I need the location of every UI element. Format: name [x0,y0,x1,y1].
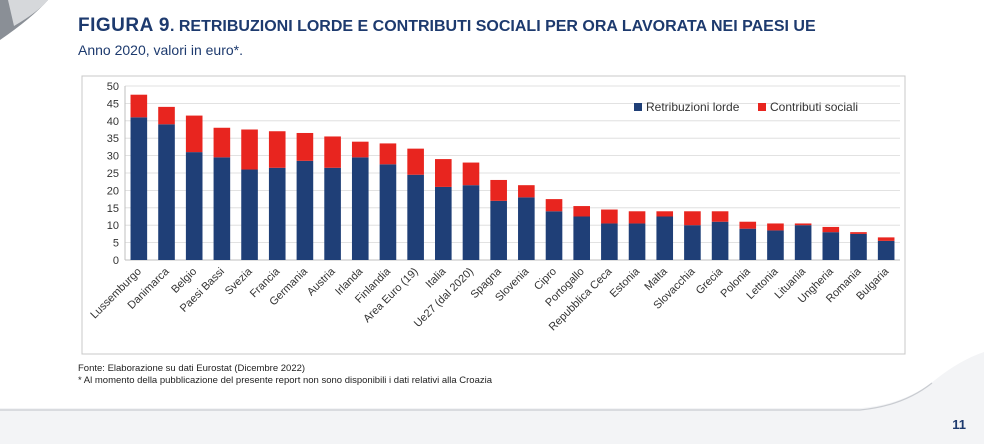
bar-retribuzioni [241,169,258,260]
bar-retribuzioni [324,167,341,260]
figure-label: FIGURA 9 [78,15,170,36]
bar-contributi [241,129,258,170]
corner-decoration [0,0,48,40]
footnote: * Al momento della pubblicazione del pre… [78,375,493,386]
y-tick-label: 20 [107,185,119,197]
bar-contributi [684,211,701,226]
bar-retribuzioni [656,216,674,260]
legend-label-retribuzioni: Retribuzioni lorde [646,100,740,114]
bar-retribuzioni [518,197,535,260]
bar-contributi [545,199,563,212]
bar-retribuzioni [268,167,286,260]
y-tick-label: 45 [107,98,119,110]
bar-retribuzioni [628,223,646,260]
bar-contributi [130,94,148,118]
y-tick-label: 15 [107,203,119,215]
bar-retribuzioni [435,186,452,260]
bar-retribuzioni [573,216,590,260]
bar-contributi [794,223,812,226]
bar-retribuzioni [296,160,314,260]
bar-contributi [822,226,840,233]
bar-retribuzioni [601,223,618,260]
page-number: 11 [952,417,966,432]
bar-retribuzioni [185,152,203,260]
bar-contributi [850,232,867,234]
bar-retribuzioni [850,233,867,260]
bars [130,94,895,260]
bar-contributi [379,143,397,165]
legend-swatch-retribuzioni [634,103,642,111]
legend-label-contributi: Contributi sociali [770,100,858,114]
bar-retribuzioni [379,164,397,260]
bar-contributi [573,206,590,217]
bar-retribuzioni [462,185,480,260]
bar-contributi [268,131,286,168]
bar-contributi [877,237,895,241]
bar-contributi [462,162,480,186]
bar-retribuzioni [822,232,840,260]
y-tick-label: 35 [107,133,119,145]
bar-contributi [351,141,369,158]
bar-contributi [158,106,175,125]
y-axis-ticks: 0 5 10 15 20 25 30 35 40 45 50 [107,81,119,267]
bar-retribuzioni [130,117,148,260]
figure-title-text: . RETRIBUZIONI LORDE E CONTRIBUTI SOCIAL… [169,18,816,35]
bar-contributi [628,211,646,224]
bar-contributi [324,136,341,168]
y-tick-label: 10 [107,220,119,232]
chart-frame [81,75,906,355]
bar-retribuzioni [351,157,369,260]
bar-contributi [213,127,231,158]
y-tick-label: 30 [107,151,119,163]
y-tick-label: 0 [113,255,119,267]
bar-retribuzioni [490,200,507,260]
source-note: Fonte: Elaborazione su dati Eurostat (Di… [78,363,306,374]
bar-retribuzioni [877,240,895,260]
bar-retribuzioni [545,211,563,260]
legend: Retribuzioni lorde Contributi sociali [634,100,858,114]
bar-contributi [601,209,618,224]
y-tick-label: 5 [113,238,119,250]
figure-subtitle: Anno 2020, valori in euro*. [78,42,243,58]
bar-retribuzioni [767,230,784,260]
bar-retribuzioni [739,228,757,260]
bar-contributi [739,221,757,229]
bar-retribuzioni [213,157,231,260]
bar-contributi [767,223,784,231]
bar-retribuzioni [158,124,175,260]
bar-retribuzioni [711,221,729,260]
bar-retribuzioni [684,225,701,260]
bar-contributi [435,159,452,187]
bar-contributi [185,115,203,153]
bar-contributi [407,148,424,175]
chart-border [81,75,906,355]
bar-contributi [518,185,535,198]
legend-swatch-contributi [758,103,766,111]
bar-contributi [711,211,729,222]
bar-retribuzioni [407,174,424,260]
y-tick-label: 25 [107,168,119,180]
bar-contributi [656,211,674,217]
bar-retribuzioni [794,225,812,260]
y-tick-label: 50 [107,81,119,93]
y-tick-label: 40 [107,116,119,128]
bar-contributi [296,132,314,161]
figure-title: FIGURA 9. RETRIBUZIONI LORDE E CONTRIBUT… [78,15,816,37]
bar-contributi [490,179,507,201]
